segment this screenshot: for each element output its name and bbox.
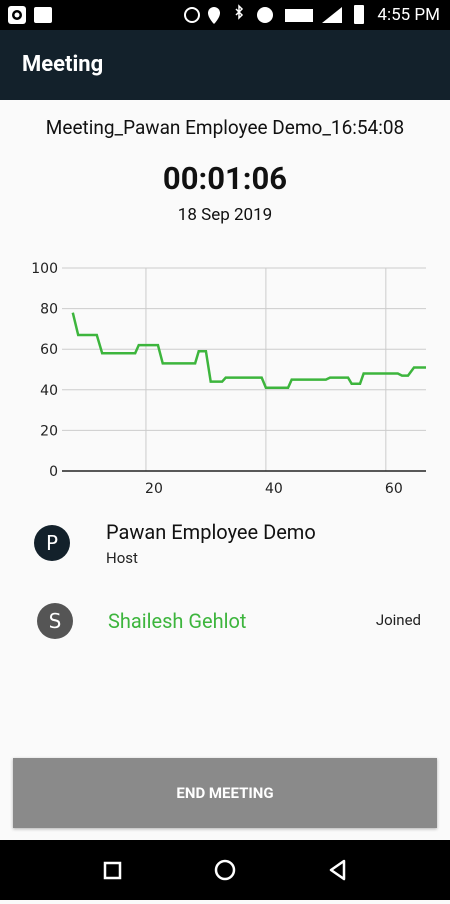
- y-tick-label: 0: [49, 464, 58, 480]
- back-button[interactable]: [329, 859, 346, 881]
- y-tick-label: 20: [40, 423, 58, 439]
- meeting-duration: 00:01:06: [162, 160, 288, 197]
- participant-role: Host: [106, 549, 138, 567]
- home-button[interactable]: [214, 859, 236, 881]
- x-tick-label: 40: [265, 481, 283, 497]
- data-line: [71, 312, 426, 390]
- app-title: Meeting: [22, 52, 104, 77]
- status-icons: [8, 4, 364, 24]
- navigation-bar: [0, 840, 450, 900]
- nav-icons: [103, 859, 346, 881]
- avatar: [37, 603, 73, 639]
- y-tick-label: 100: [31, 261, 58, 277]
- clock: 4:55 PM: [377, 5, 440, 25]
- avatar-initial: P: [46, 531, 58, 555]
- end-meeting-button[interactable]: END MEETING: [13, 758, 437, 828]
- app-bar: Meeting: [0, 30, 450, 100]
- participant-name[interactable]: Shailesh Gehlot: [108, 609, 247, 633]
- x-tick-label: 20: [145, 481, 163, 497]
- y-tick-label: 40: [40, 383, 58, 399]
- participant-name[interactable]: Pawan Employee Demo: [106, 520, 316, 544]
- recents-button[interactable]: [103, 861, 122, 880]
- participant-avatars: P S: [34, 525, 73, 639]
- chart: 0 20 40 60 80 100 20 40 60: [31, 261, 426, 497]
- y-tick-label: 60: [40, 342, 58, 358]
- y-tick-label: 80: [40, 302, 58, 318]
- participant-status: Joined: [375, 611, 421, 629]
- avatar: [34, 525, 70, 561]
- avatar-initial: S: [49, 609, 62, 633]
- meeting-date: 18 Sep 2019: [177, 205, 273, 225]
- x-tick-label: 60: [385, 481, 403, 497]
- meeting-name: Meeting_Pawan Employee Demo_16:54:08: [45, 116, 405, 139]
- status-bar: 4:55 PM: [0, 0, 450, 30]
